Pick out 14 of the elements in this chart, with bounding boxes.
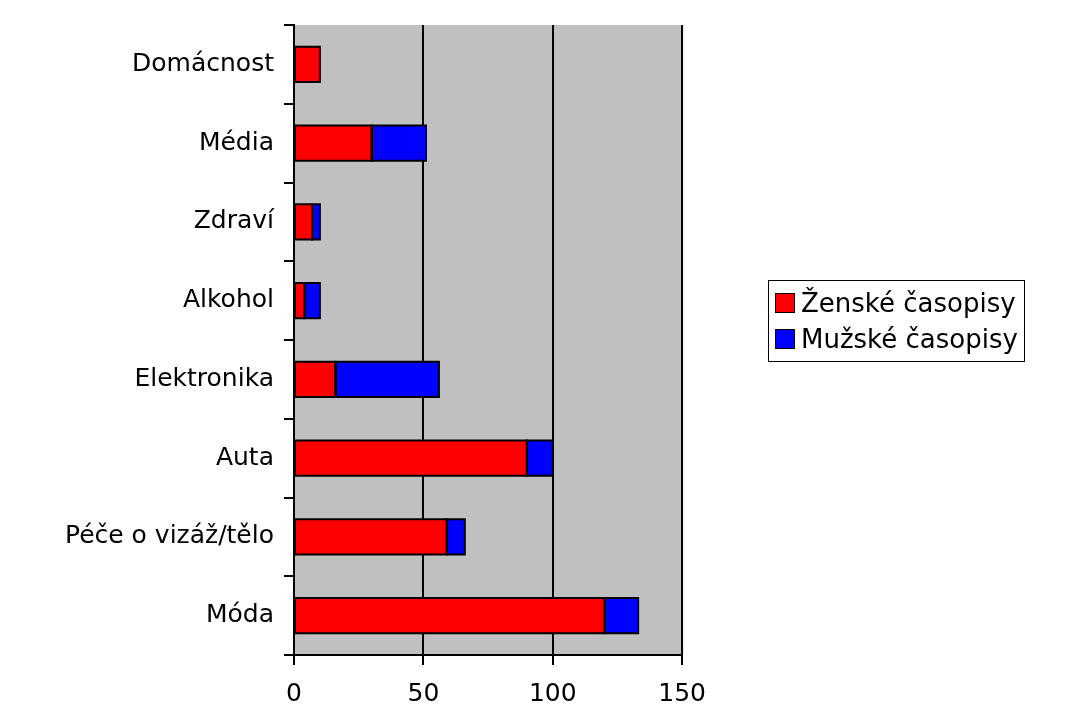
y-tick-label: Alkohol [182, 284, 274, 314]
y-tick-label: Média [198, 126, 274, 156]
x-tick-label: 50 [407, 677, 440, 707]
y-tick-label: Zdraví [193, 205, 276, 235]
y-tick-label: Móda [205, 599, 274, 629]
legend-label: Mužské časopisy [801, 323, 1018, 356]
x-tick-label: 0 [286, 677, 302, 707]
legend-label: Ženské časopisy [801, 286, 1016, 320]
y-tick-label: Auta [215, 441, 274, 471]
y-tick-label: Elektronika [134, 362, 274, 392]
y-tick-label: Domácnost [132, 47, 275, 77]
x-tick-label: 150 [658, 677, 706, 707]
y-tick-label: Péče o vizáž/tělo [64, 520, 274, 550]
x-tick-label: 100 [528, 677, 577, 707]
